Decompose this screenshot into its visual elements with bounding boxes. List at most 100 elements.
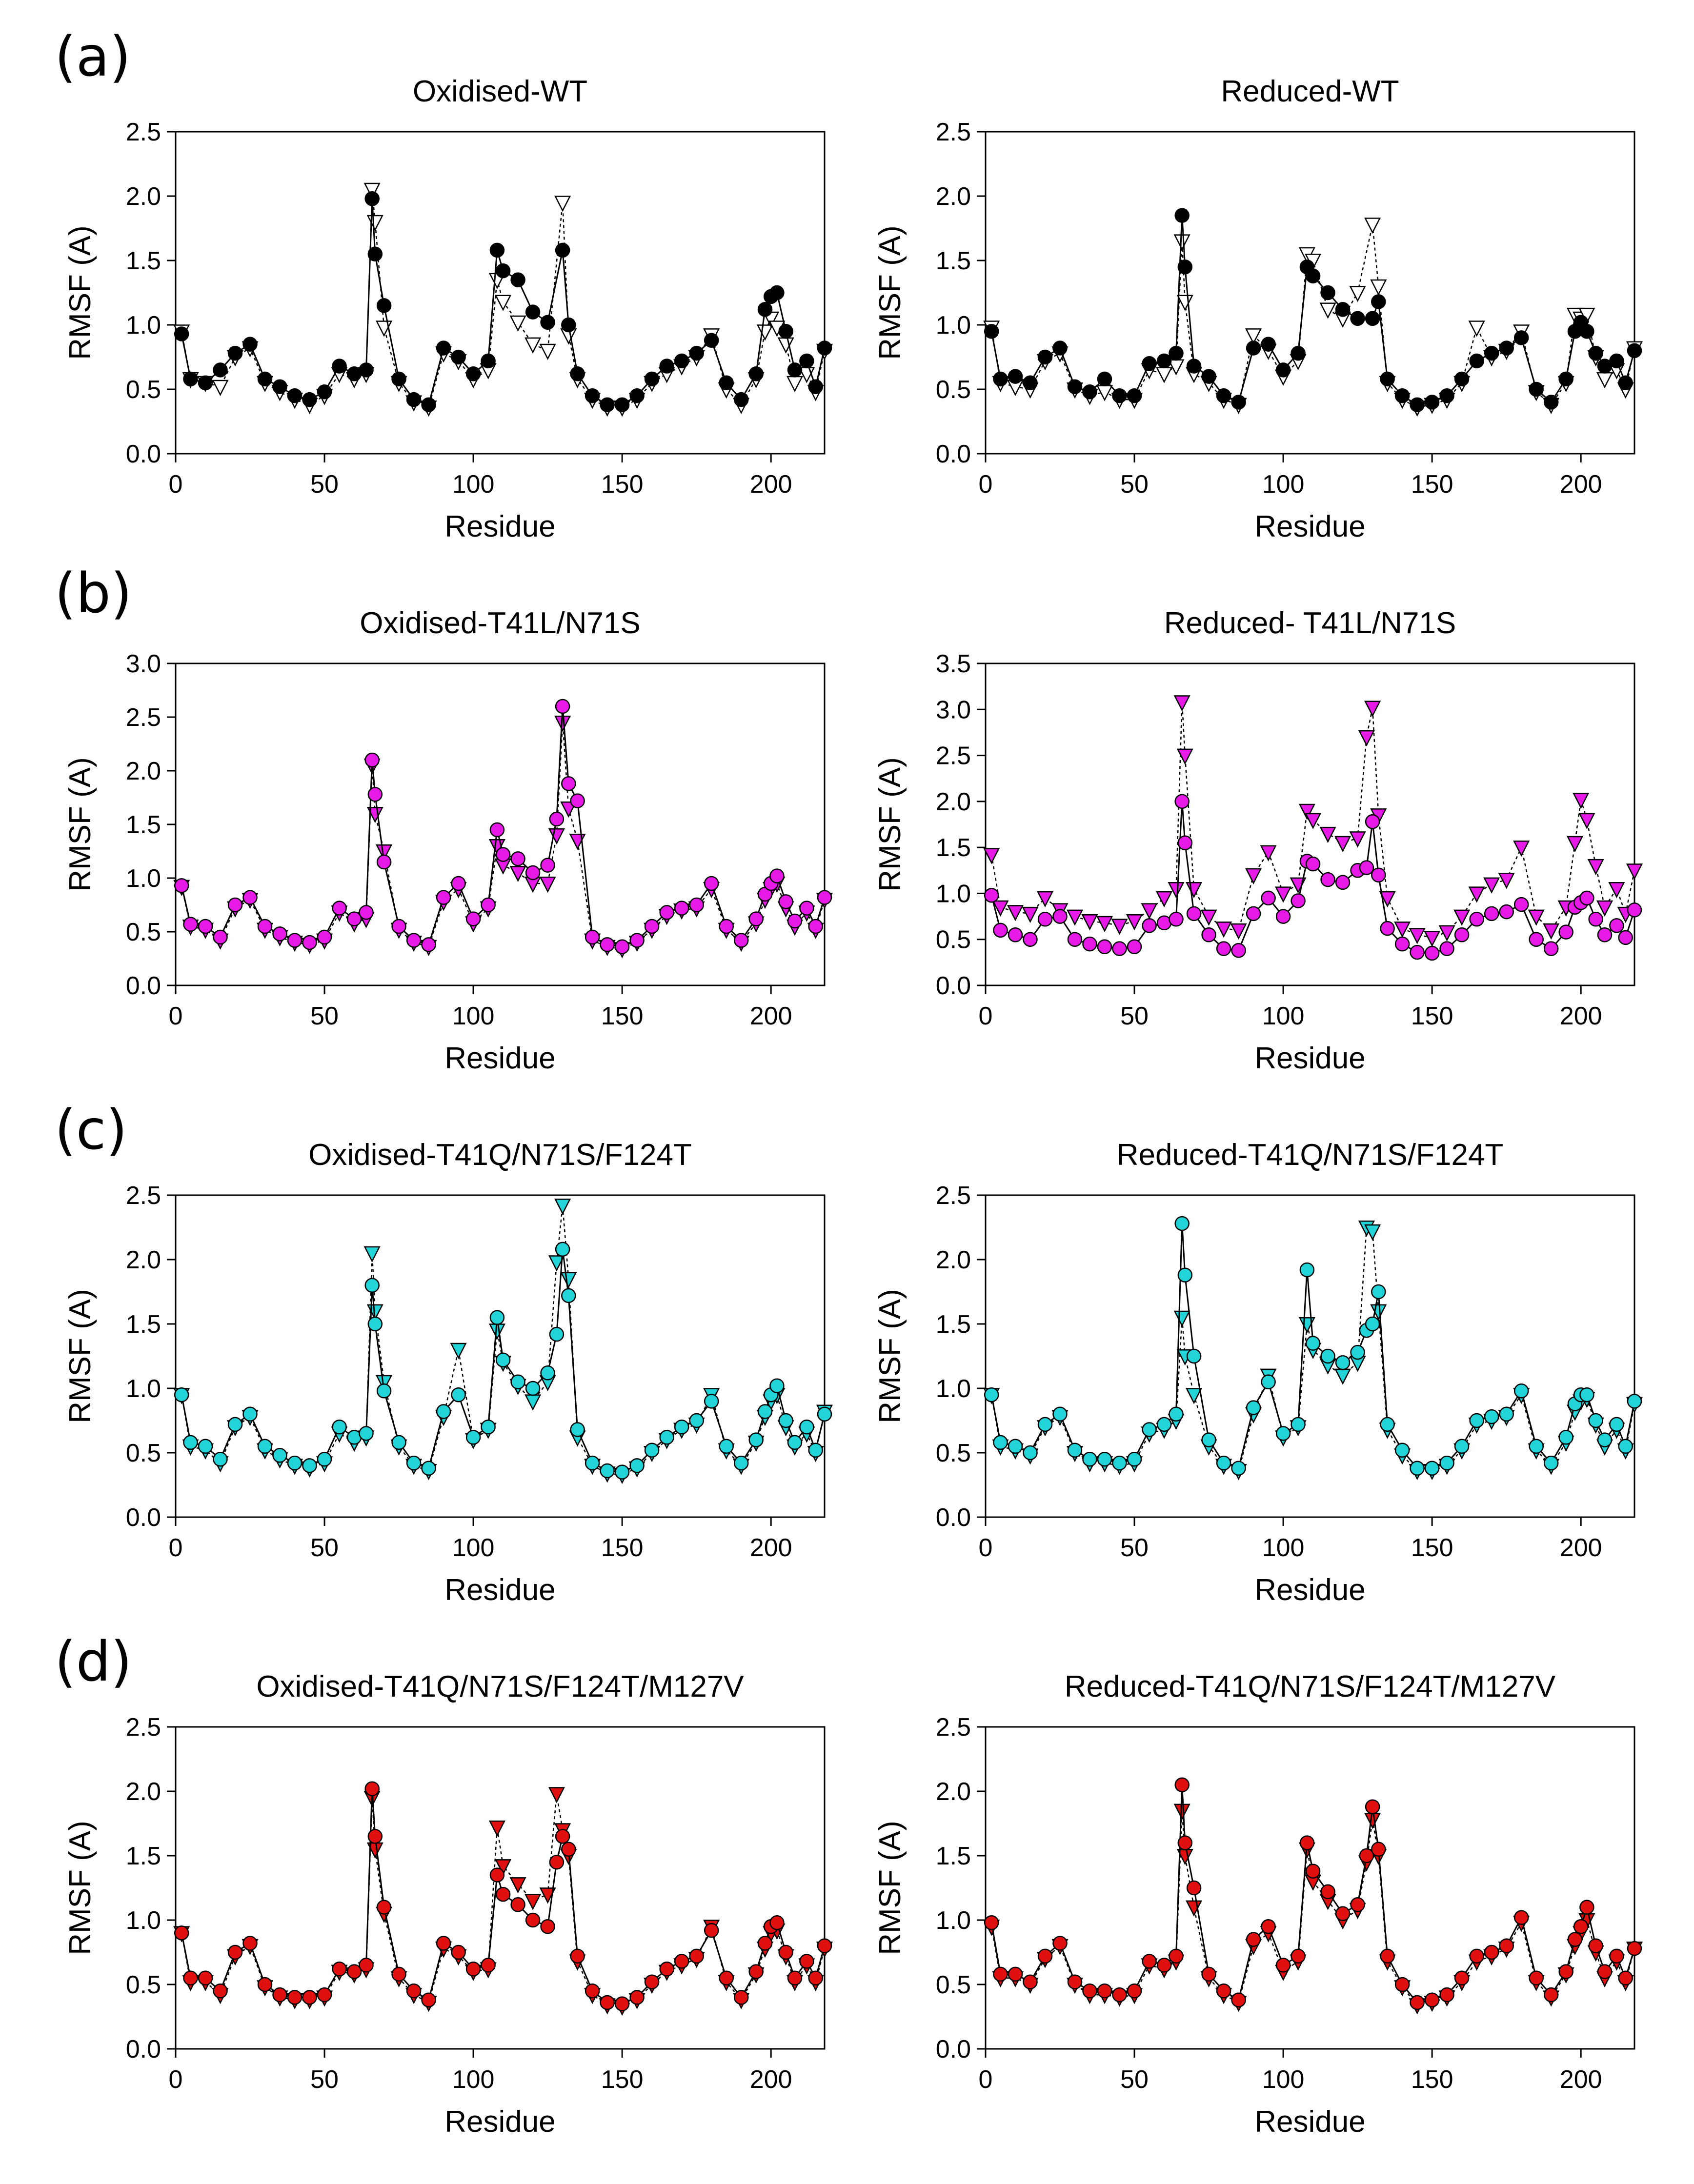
data-point-circle [183,1435,198,1450]
data-point-circle [733,933,749,948]
data-point-circle [1609,353,1624,369]
data-point-circle [436,1936,451,1951]
data-point-circle [332,901,347,916]
data-point-triangle [1528,909,1545,926]
y-axis-label: RMSF (A) [63,757,97,892]
x-axis-label: Residue [444,2105,555,2139]
data-point-circle [1169,1948,1184,1964]
panel-letter-b: (b) [55,562,132,625]
data-point-circle [1275,1958,1291,1973]
x-axis-label: Residue [444,1042,555,1075]
y-tick-label: 2.0 [936,1778,971,1806]
data-point-triangle [1168,882,1185,899]
data-point-circle [561,317,576,333]
data-point-circle [1394,388,1410,403]
data-point-triangle [1298,803,1315,820]
data-point-circle [465,911,481,926]
data-point-circle [600,397,615,412]
data-point-circle [1394,936,1410,952]
data-point-circle [1424,1992,1440,2007]
data-point-triangle [1513,841,1530,857]
x-tick-label: 150 [601,470,644,499]
data-point-circle [1320,872,1335,887]
chart-3: Oxidised-T41L/N71S 0.0 0.5 1.0 1.5 2.0 2.5 3.0 0… [63,606,833,1075]
x-tick-label: 0 [169,1002,183,1030]
data-point-circle [570,793,585,808]
data-point-circle [1023,932,1038,947]
data-point-triangle [1215,922,1232,938]
data-point-circle [302,1990,317,2005]
y-axis-label: RMSF (A) [873,225,907,360]
data-point-circle [242,337,258,352]
x-tick-label: 100 [452,470,495,499]
data-point-circle [984,1387,999,1403]
data-point-circle [510,1897,525,1912]
data-point-circle [748,1432,764,1447]
data-point-circle [1618,1970,1633,1986]
data-point-circle [227,1944,243,1960]
data-point-circle [629,1458,645,1473]
data-point-circle [436,341,451,356]
data-point-circle [1380,921,1395,936]
data-point-circle [600,1463,615,1479]
y-axis-label: RMSF (A) [873,757,907,892]
y-axis-label: RMSF (A) [873,1821,907,1955]
data-point-circle [1174,1216,1190,1231]
data-point-circle [1618,930,1633,945]
circle-series [174,699,832,955]
data-point-circle [451,1387,466,1403]
data-point-circle [1169,345,1184,361]
data-point-circle [778,1413,793,1428]
data-point-circle [1082,1451,1097,1467]
data-point-circle [1543,395,1559,410]
data-point-triangle [1173,695,1190,712]
circle-series-line [990,215,1635,406]
data-point-circle [287,1990,302,2005]
data-point-circle [481,353,496,369]
data-point-circle [1380,371,1395,387]
data-point-triangle [495,1859,512,1876]
data-point-circle [1579,890,1594,906]
plot-frame [175,1194,826,1518]
data-point-circle [704,1923,719,1938]
y-tick-label: 2.0 [936,788,971,816]
data-point-circle [817,1938,832,1954]
data-point-circle [1439,941,1454,956]
data-point-circle [1484,1409,1499,1424]
data-point-circle [227,1417,243,1432]
data-point-circle [213,929,228,945]
data-point-circle [495,847,511,862]
data-point-triangle [1498,873,1515,889]
x-tick-label: 200 [1560,1534,1602,1562]
plot-frame [175,131,826,455]
data-point-circle [570,1948,585,1964]
data-point-circle [1261,890,1276,906]
data-point-circle [406,1983,422,1999]
data-point-circle [1380,1417,1395,1432]
data-point-circle [1201,927,1216,942]
data-point-circle [644,919,660,934]
data-point-circle [1174,208,1190,223]
x-tick-label: 50 [1120,1002,1149,1030]
chart-title: Reduced- T41L/N71S [1164,606,1456,640]
data-point-circle [1023,375,1038,391]
y-tick-label: 1.0 [936,1906,971,1935]
data-point-circle [1177,259,1193,275]
x-axis-label: Residue [444,1573,555,1607]
data-point-circle [993,922,1008,938]
y-tick-label: 2.5 [936,1182,971,1210]
data-point-circle [198,919,213,934]
x-tick-label: 150 [601,1002,644,1030]
y-tick-label: 0.5 [126,376,161,404]
x-tick-label: 100 [1262,1002,1305,1030]
data-point-triangle [1364,218,1381,234]
data-point-circle [1177,835,1193,850]
x-tick-label: 100 [1262,470,1305,499]
data-point-triangle [509,866,526,882]
data-point-circle [257,371,273,387]
data-point-circle [1052,909,1068,924]
data-point-circle [659,1430,674,1445]
data-point-circle [817,890,832,905]
data-point-circle [364,752,380,768]
data-point-triangle [1483,877,1500,894]
